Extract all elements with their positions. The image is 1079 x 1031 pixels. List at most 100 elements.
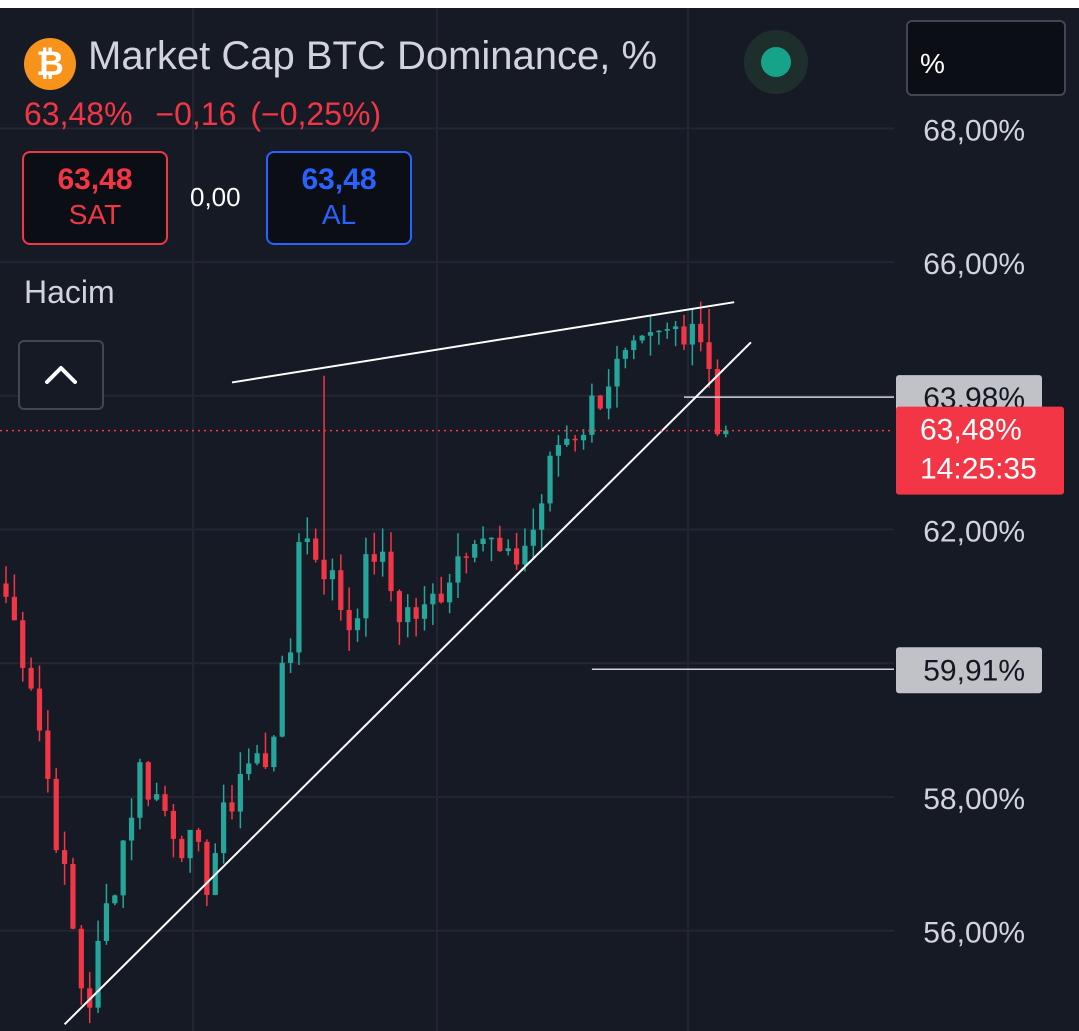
candle[interactable] [61,831,68,885]
candle-body [296,542,302,653]
candle[interactable] [614,345,620,408]
volume-indicator-label[interactable]: Hacim [24,274,115,310]
candle[interactable] [128,798,135,861]
candle[interactable] [723,425,729,438]
candle[interactable] [447,573,453,614]
candle[interactable] [639,334,645,344]
candle[interactable] [304,517,310,555]
candle[interactable] [321,375,327,595]
resistance-trendline[interactable] [231,301,735,384]
candle[interactable] [388,532,394,602]
candle[interactable] [338,554,344,621]
candle[interactable] [488,537,495,562]
candle[interactable] [36,665,43,742]
candle[interactable] [137,758,143,830]
price-label-text[interactable]: 59,91% [923,654,1025,687]
candle[interactable] [505,539,511,556]
candle[interactable] [3,566,9,604]
candle[interactable] [681,314,687,350]
candle[interactable] [656,330,662,345]
candle[interactable] [346,587,352,651]
candle[interactable] [497,525,503,552]
candle[interactable] [689,309,695,366]
candle[interactable] [606,369,612,420]
price-chart[interactable]: 56,00%58,00%62,00%66,00%68,00%63,98%59,9… [0,8,1079,1031]
candle[interactable] [522,528,528,572]
candle[interactable] [45,710,51,793]
candle[interactable] [162,785,168,817]
candle[interactable] [472,540,478,563]
candle[interactable] [480,526,486,552]
candle[interactable] [564,425,570,447]
candle[interactable] [237,752,243,829]
candle-body [639,335,645,341]
candle[interactable] [706,308,712,388]
candle[interactable] [555,435,562,477]
candle[interactable] [405,594,411,638]
market-status-icon[interactable] [744,30,808,94]
candle[interactable] [673,320,679,347]
candle[interactable] [396,589,402,645]
candle[interactable] [438,576,444,604]
candle[interactable] [20,611,26,682]
candle[interactable] [430,583,436,625]
candle[interactable] [254,744,260,766]
candle[interactable] [647,315,654,356]
candle[interactable] [103,883,110,945]
candle[interactable] [221,784,227,864]
candle[interactable] [589,383,595,443]
candle[interactable] [11,574,17,621]
candle[interactable] [145,760,151,807]
candle[interactable] [313,528,319,563]
candle[interactable] [28,657,34,691]
candle[interactable] [262,732,269,770]
candle[interactable] [413,598,419,637]
candle[interactable] [580,429,587,450]
candle-body [421,604,428,619]
unit-selector-button[interactable]: % [906,20,1066,96]
candle[interactable] [112,894,118,906]
candle[interactable] [463,552,469,574]
candle[interactable] [363,537,369,637]
candle[interactable] [120,840,126,908]
candle[interactable] [698,301,704,352]
candle[interactable] [271,735,277,772]
symbol-title[interactable]: Market Cap BTC Dominance, % [88,34,658,78]
candle[interactable] [187,829,193,873]
candle[interactable] [204,839,210,907]
candle[interactable] [154,782,160,802]
support-trendline[interactable] [63,341,752,1026]
candle[interactable] [455,533,461,598]
candle[interactable] [70,857,76,930]
buy-button[interactable]: 63,48 AL [266,151,412,245]
candle[interactable] [179,835,185,863]
candle[interactable] [195,827,202,852]
candle[interactable] [95,920,101,1014]
candle[interactable] [380,528,386,577]
candle[interactable] [622,347,628,369]
candle[interactable] [287,638,294,674]
candle[interactable] [296,533,302,666]
candle[interactable] [664,322,670,339]
candle[interactable] [572,434,578,452]
candle[interactable] [530,508,536,560]
candle[interactable] [229,785,235,820]
candle[interactable] [354,608,361,642]
candle[interactable] [170,804,176,858]
candle[interactable] [246,748,252,781]
candle[interactable] [539,494,545,550]
candle[interactable] [597,394,603,410]
candle[interactable] [78,925,84,1005]
candle[interactable] [421,586,428,631]
candle[interactable] [329,558,336,601]
candle[interactable] [547,451,553,512]
candle[interactable] [212,843,218,896]
candle[interactable] [279,655,285,738]
candle[interactable] [513,532,520,570]
candle-body [95,940,101,1008]
candle[interactable] [371,532,377,575]
candle[interactable] [631,335,637,360]
collapse-button[interactable] [18,340,104,410]
sell-button[interactable]: 63,48 SAT [22,151,168,245]
candle[interactable] [53,767,59,854]
